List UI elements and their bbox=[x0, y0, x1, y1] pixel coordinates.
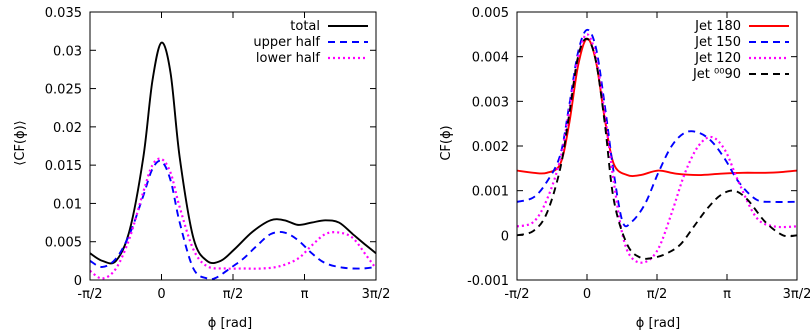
y-tick-label: 0 bbox=[501, 229, 509, 244]
x-axis-label: ϕ [rad] bbox=[208, 316, 252, 331]
legend-label: total bbox=[290, 19, 320, 34]
y-tick-label: 0.004 bbox=[472, 51, 509, 66]
y-axis-label: ⟨CF(ϕ)⟩ bbox=[13, 120, 28, 165]
x-tick-label: π bbox=[301, 287, 309, 302]
x-tick-label: 3π/2 bbox=[362, 287, 391, 302]
series-line-2 bbox=[90, 159, 376, 280]
legend-label: Jet 180 bbox=[694, 19, 741, 34]
tick-layer: -π/2 0 π/2 π 3π/2 -0.001 0 0.001 0.002 0.003 0.004… bbox=[467, 6, 810, 302]
plot-area-frame bbox=[89, 11, 377, 281]
legend-label: lower half bbox=[256, 51, 320, 66]
series-layer bbox=[90, 41, 376, 280]
plot-area-frame bbox=[516, 11, 798, 281]
y-tick-label: 0.02 bbox=[53, 121, 82, 136]
series-line-2 bbox=[517, 28, 797, 228]
series-line-1 bbox=[517, 37, 797, 177]
legend-label: Jet ⁰⁰90 bbox=[692, 67, 741, 82]
series-line-3 bbox=[517, 33, 797, 264]
y-tick-label: -0.001 bbox=[467, 274, 509, 289]
legend-label: Jet 120 bbox=[694, 51, 741, 66]
y-tick-label: 0.005 bbox=[45, 236, 82, 251]
y-tick-label: 0.001 bbox=[472, 185, 509, 200]
x-tick-label: -π/2 bbox=[77, 287, 102, 302]
y-tick-label: 0.025 bbox=[45, 83, 82, 98]
series-line-4 bbox=[517, 37, 797, 260]
x-tick-label: π bbox=[723, 287, 731, 302]
y-tick-label: 0.005 bbox=[472, 6, 509, 21]
x-tick-label: 0 bbox=[157, 287, 165, 302]
x-tick-label: 0 bbox=[583, 287, 591, 302]
x-tick-label: -π/2 bbox=[504, 287, 529, 302]
y-tick-label: 0 bbox=[74, 274, 82, 289]
x-tick-label: π/2 bbox=[647, 287, 667, 302]
legend-label: Jet 150 bbox=[694, 35, 741, 50]
y-tick-label: 0.01 bbox=[53, 197, 82, 212]
y-tick-label: 0.002 bbox=[472, 140, 509, 155]
chart-panel-left: ⟨CF(ϕ)⟩ ϕ [rad] -π/2 0 π/2 π 3π/200.0050.010… bbox=[13, 6, 390, 331]
y-axis-label: CF(ϕ) bbox=[439, 125, 454, 160]
x-tick-label: 3π/2 bbox=[783, 287, 810, 302]
y-tick-label: 0.015 bbox=[45, 159, 82, 174]
x-tick-label: π/2 bbox=[223, 287, 243, 302]
series-line-1 bbox=[90, 41, 376, 265]
y-tick-label: 0.003 bbox=[472, 95, 509, 110]
chart-panel-right: CF(ϕ) ϕ [rad] -π/2 0 π/2 π 3π/2 -0.001 0 0.001 0… bbox=[439, 6, 810, 331]
y-tick-label: 0.035 bbox=[45, 6, 82, 21]
x-axis-label: ϕ [rad] bbox=[636, 316, 680, 331]
series-line-3 bbox=[90, 157, 376, 280]
y-tick-label: 0.03 bbox=[53, 44, 82, 59]
series-layer bbox=[517, 28, 797, 264]
legend-label: upper half bbox=[253, 35, 320, 50]
